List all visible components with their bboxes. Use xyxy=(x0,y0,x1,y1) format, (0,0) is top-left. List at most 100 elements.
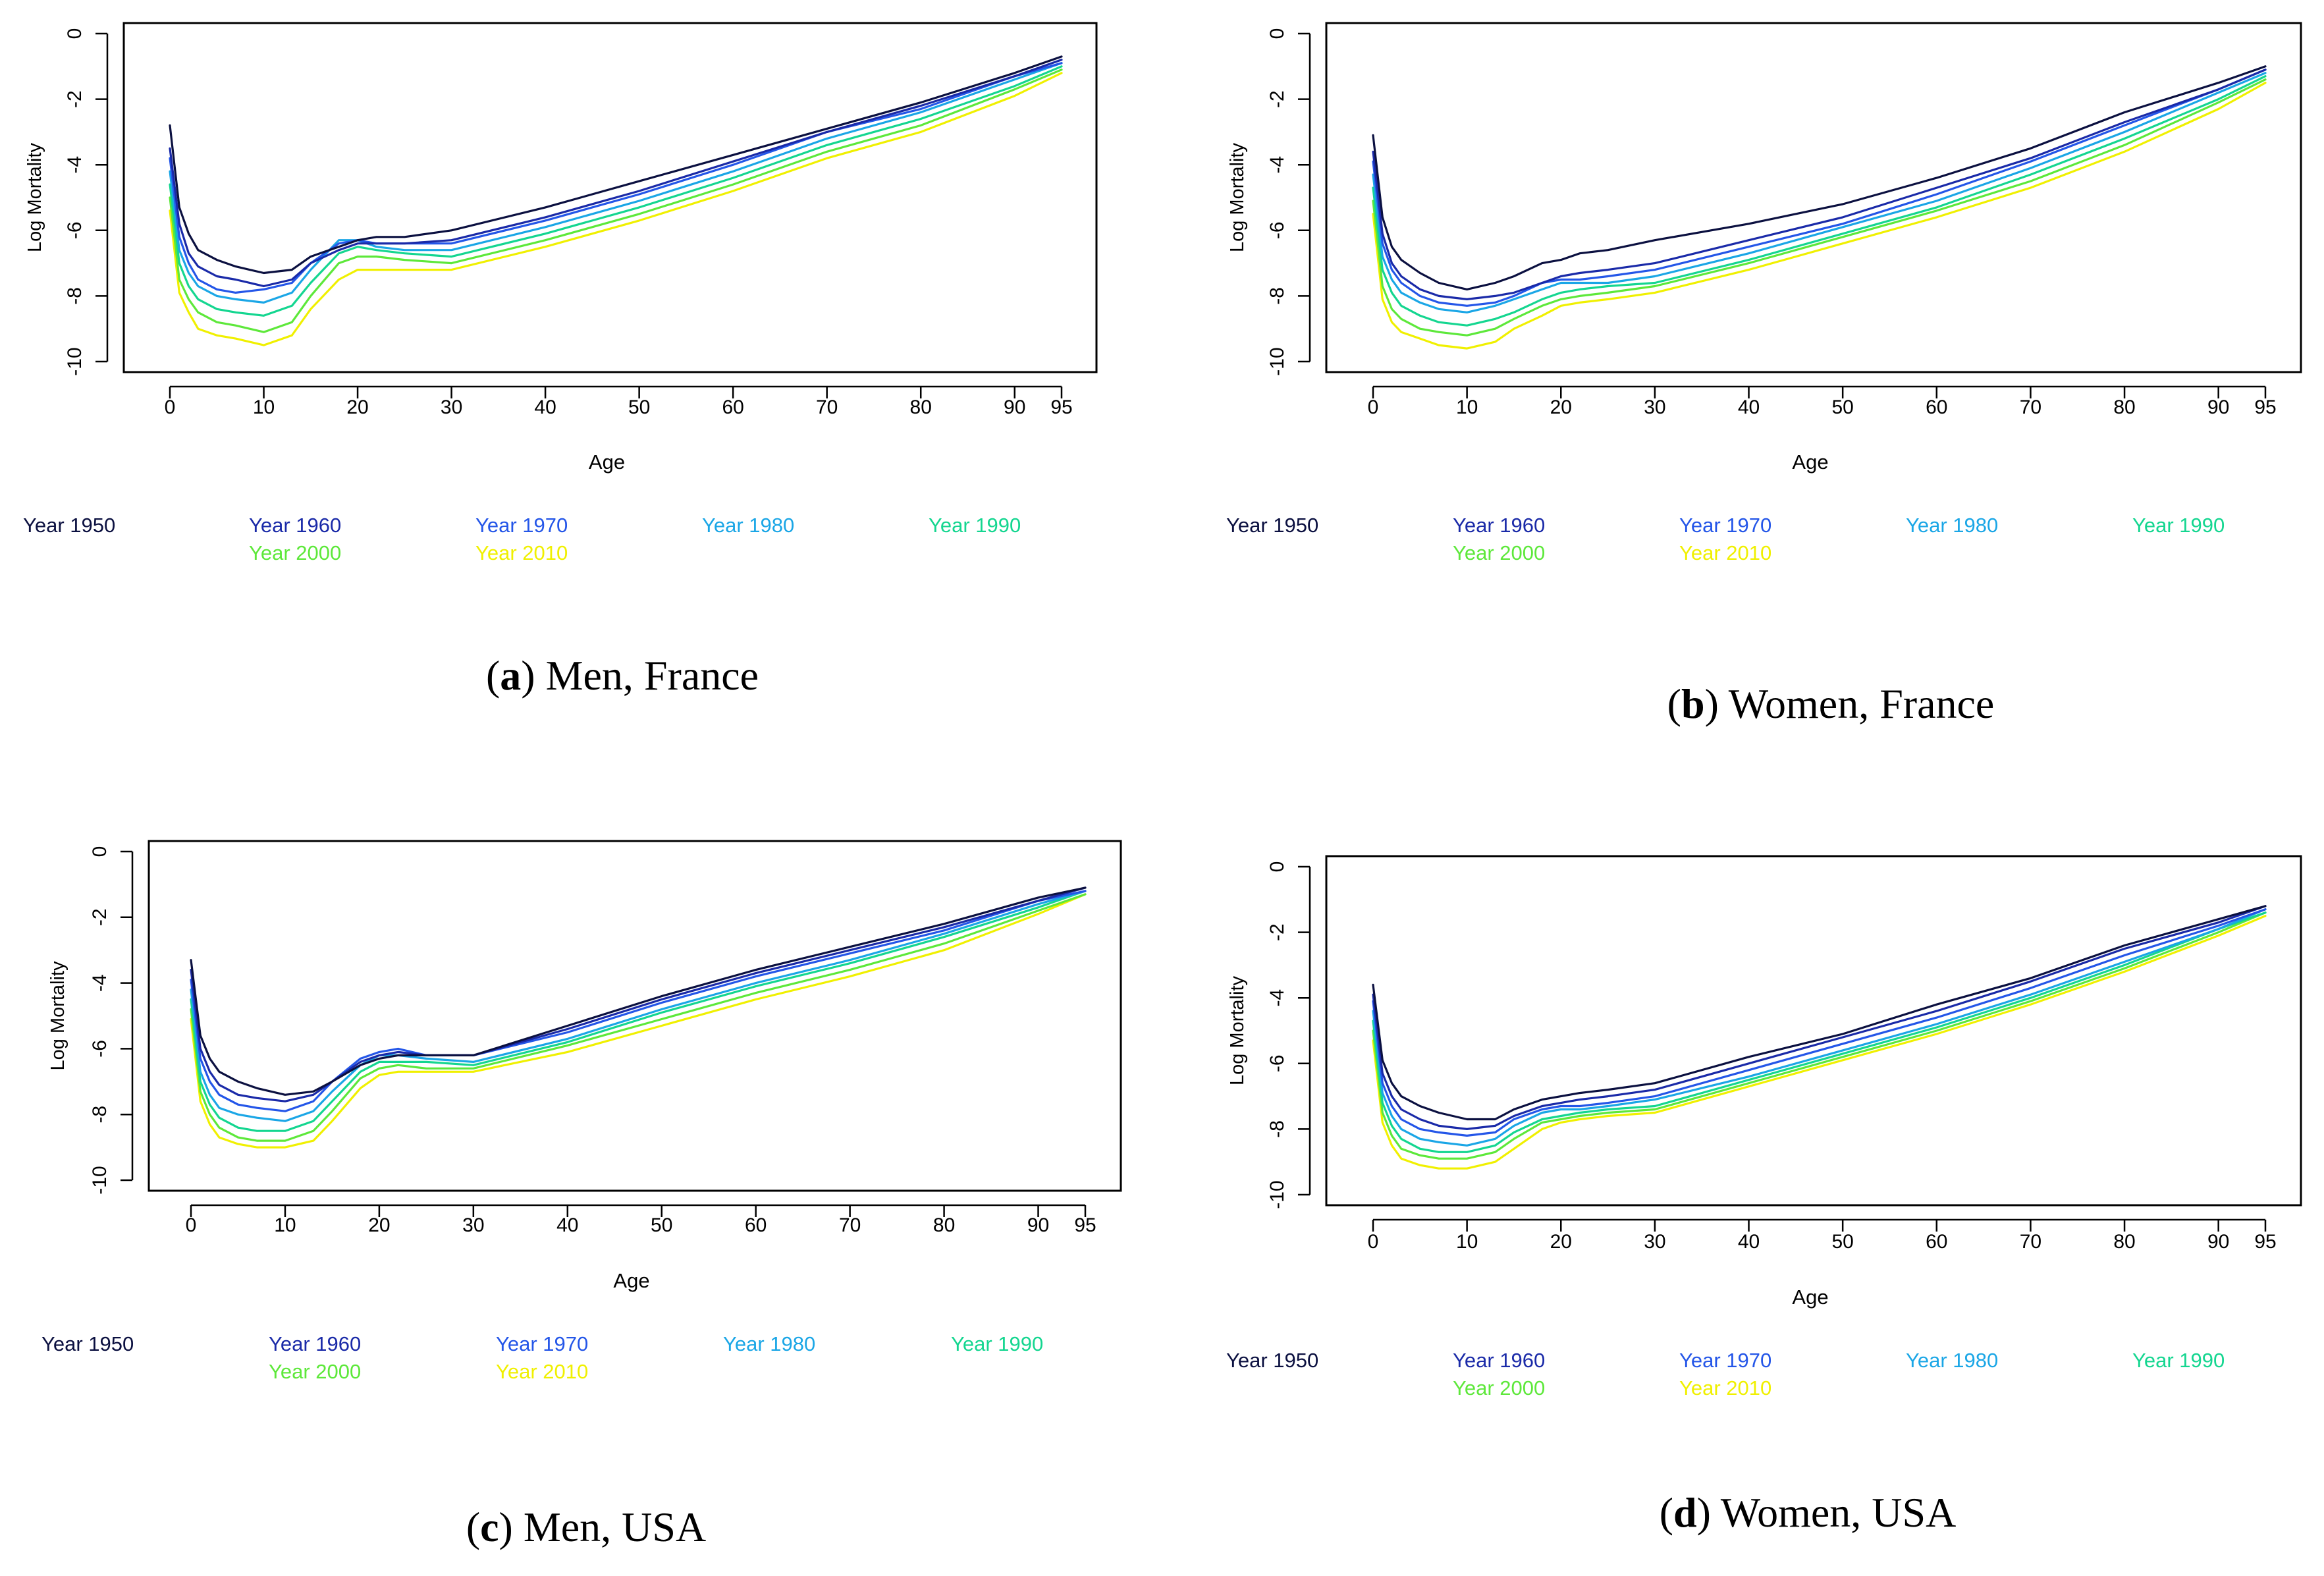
y-axis-label: Log Mortality xyxy=(47,961,68,1071)
series-line-year-1970 xyxy=(190,890,1087,1112)
caption-open-paren: ( xyxy=(486,652,500,699)
series-line-year-1970 xyxy=(1372,68,2267,307)
x-tick-label: 90 xyxy=(2207,396,2229,418)
x-tick-label: 80 xyxy=(910,396,932,418)
series-line-year-1980 xyxy=(169,62,1063,304)
x-tick-label: 70 xyxy=(2020,1231,2041,1253)
caption-letter: c xyxy=(480,1504,499,1550)
x-axis-label: Age xyxy=(589,450,625,474)
legend-entry: Year 2000 xyxy=(1453,1376,1545,1399)
series-line-year-2000 xyxy=(169,68,1063,333)
y-tick-label: -6 xyxy=(89,1040,111,1058)
x-tick-label: 95 xyxy=(1050,396,1072,418)
y-tick-label: 0 xyxy=(1266,861,1288,873)
legend-entry: Year 1990 xyxy=(951,1332,1043,1355)
series-line-year-1950 xyxy=(1372,65,2267,290)
y-tick-label: 0 xyxy=(89,846,111,857)
y-tick-label: -8 xyxy=(1266,287,1288,305)
y-tick-label: -6 xyxy=(64,221,86,239)
legend-entry: Year 2010 xyxy=(1679,1376,1771,1399)
x-tick-label: 70 xyxy=(816,396,838,418)
x-tick-label: 40 xyxy=(534,396,556,418)
x-tick-label: 95 xyxy=(2254,396,2276,418)
caption-open-paren: ( xyxy=(1660,1489,1673,1536)
caption-open-paren: ( xyxy=(1667,680,1681,727)
legend-entry: Year 1970 xyxy=(1679,1349,1771,1372)
caption-text: Women, France xyxy=(1729,680,1995,727)
x-tick-label: 10 xyxy=(1456,396,1478,418)
legend-entry: Year 1950 xyxy=(1226,1349,1318,1372)
legend: Year 1950 Year 1960 Year 1970 Year 1980 Year… xyxy=(1226,514,2225,564)
series-line-year-2010 xyxy=(1372,82,2267,350)
series-line-year-1960 xyxy=(1372,905,2267,1131)
x-axis-label: Age xyxy=(1792,450,1828,474)
x-tick-label: 0 xyxy=(186,1214,197,1236)
caption-letter: a xyxy=(500,652,521,699)
plot-frame xyxy=(1325,22,2302,373)
y-tick-label: -4 xyxy=(64,156,86,174)
y-tick-label: -10 xyxy=(1266,1180,1288,1209)
series-line-year-1970 xyxy=(169,62,1063,294)
x-tick-label: 70 xyxy=(2020,396,2041,418)
x-tick-label: 90 xyxy=(1004,396,1025,418)
x-tick-label: 40 xyxy=(1738,396,1760,418)
legend-entry: Year 1950 xyxy=(41,1332,134,1355)
y-axis-label: Log Mortality xyxy=(24,142,45,252)
chart-panel-b: 0 -2 -4 -6 -8 -10 0 10 20 30 40 50 60 70 80 90 95 Age Log … xyxy=(1226,22,2302,727)
chart-panel-d: 0 -2 -4 -6 -8 -10 0 10 20 30 40 50 60 70 80 90 95 Age Log … xyxy=(1226,855,2302,1536)
x-tick-label: 30 xyxy=(462,1214,484,1236)
y-tick-label: 0 xyxy=(1266,28,1288,40)
x-tick-label: 20 xyxy=(346,396,368,418)
series-line-year-1990 xyxy=(1372,75,2267,327)
legend-entry: Year 1990 xyxy=(2132,514,2225,537)
caption-close-paren: ) xyxy=(499,1504,524,1550)
y-tick-label: -4 xyxy=(1266,156,1288,174)
series-line-year-1970 xyxy=(1372,908,2267,1137)
x-axis-label: Age xyxy=(613,1269,649,1292)
series-line-year-1960 xyxy=(1372,68,2267,300)
legend-entry: Year 1970 xyxy=(1679,514,1771,537)
panel-caption: (c) Men, USA xyxy=(466,1504,706,1550)
x-tick-label: 0 xyxy=(165,396,176,418)
legend-entry: Year 1960 xyxy=(1453,1349,1545,1372)
caption-text: Women, USA xyxy=(1721,1489,1957,1536)
legend-entry: Year 1970 xyxy=(475,514,568,537)
legend-entry: Year 1970 xyxy=(496,1332,588,1355)
legend: Year 1950 Year 1960 Year 1970 Year 1980 Year… xyxy=(41,1332,1043,1383)
x-tick-label: 50 xyxy=(651,1214,672,1236)
legend-entry: Year 1980 xyxy=(702,514,794,537)
x-tick-label: 60 xyxy=(1926,1231,1947,1253)
legend-entry: Year 2000 xyxy=(269,1360,361,1383)
series-line-year-2010 xyxy=(169,72,1063,346)
y-tick-label: 0 xyxy=(64,28,86,40)
x-tick-label: 30 xyxy=(441,396,462,418)
caption-letter: b xyxy=(1681,680,1705,727)
x-tick-label: 50 xyxy=(1831,1231,1853,1253)
caption-close-paren: ) xyxy=(1697,1489,1721,1536)
series-line-year-2000 xyxy=(1372,78,2267,337)
caption-text: Men, USA xyxy=(524,1504,706,1550)
legend-entry: Year 2010 xyxy=(496,1360,588,1383)
series-line-year-1950 xyxy=(190,886,1087,1096)
x-tick-label: 60 xyxy=(1926,396,1947,418)
legend-entry: Year 1980 xyxy=(1906,514,1998,537)
chart-panel-a: 0 -2 -4 -6 -8 -10 0 10 20 30 40 50 60 70 80 90 95 Age Log … xyxy=(23,22,1098,699)
y-axis-label: Log Mortality xyxy=(1227,975,1248,1085)
x-tick-label: 95 xyxy=(2254,1231,2276,1253)
y-tick-label: -2 xyxy=(64,90,86,108)
x-tick-label: 50 xyxy=(1831,396,1853,418)
y-tick-label: -2 xyxy=(89,908,111,926)
series-line-year-1950 xyxy=(169,55,1063,275)
x-tick-label: 50 xyxy=(628,396,650,418)
y-tick-label: -6 xyxy=(1266,1054,1288,1072)
y-axis-label: Log Mortality xyxy=(1227,142,1248,252)
series-line-year-1980 xyxy=(1372,908,2267,1147)
plot-frame xyxy=(148,840,1122,1192)
x-tick-label: 80 xyxy=(2113,396,2135,418)
legend-entry: Year 1980 xyxy=(1906,1349,1998,1372)
series-line-year-2000 xyxy=(190,893,1087,1142)
y-tick-label: -10 xyxy=(64,347,86,375)
legend-entry: Year 2010 xyxy=(475,541,568,564)
legend: Year 1950 Year 1960 Year 1970 Year 1980 Year… xyxy=(23,514,1021,564)
